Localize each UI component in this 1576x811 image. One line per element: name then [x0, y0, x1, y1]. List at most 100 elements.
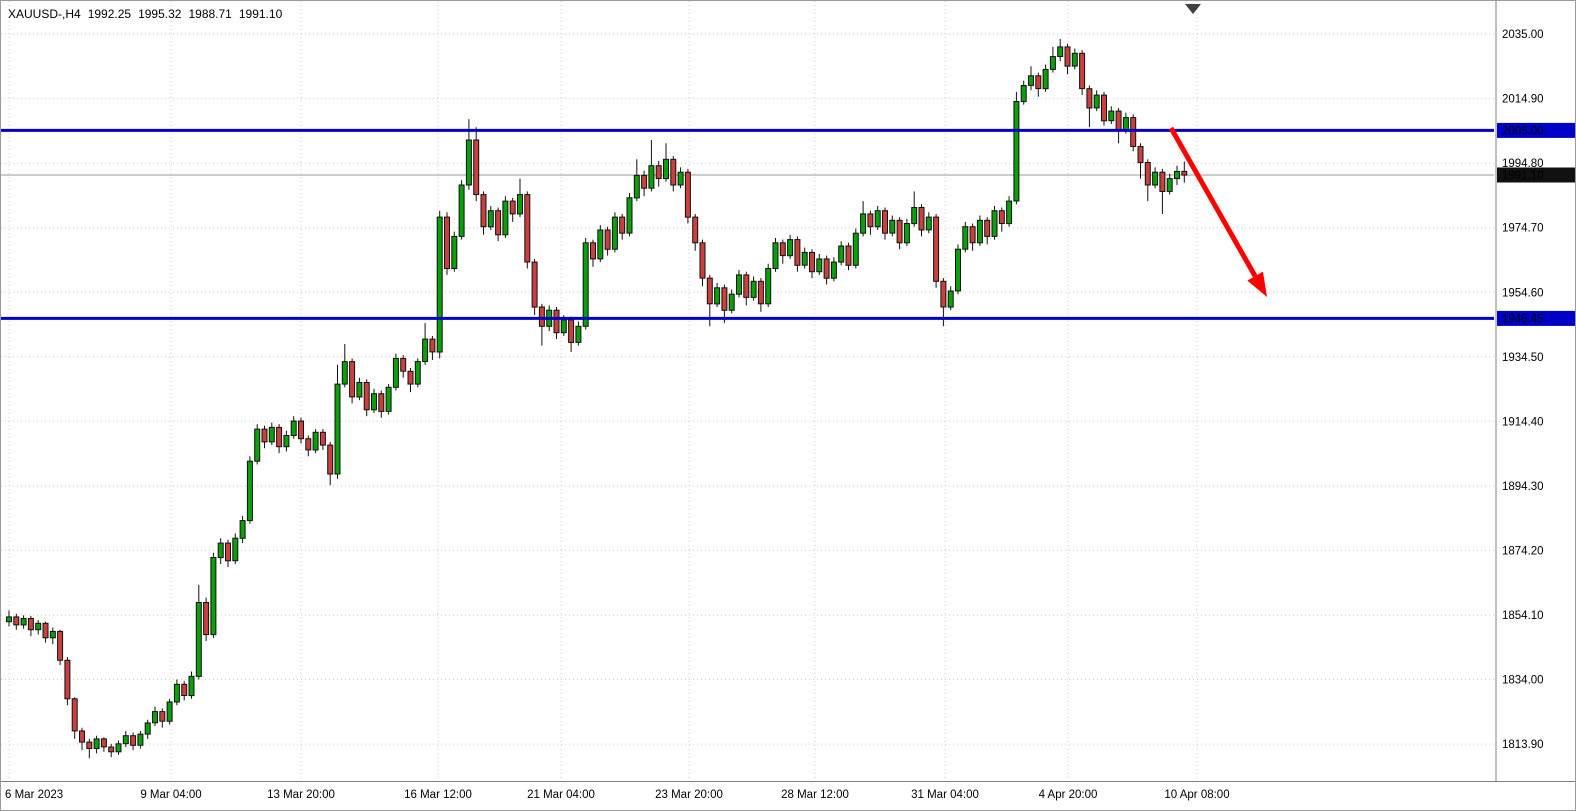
bull-candle	[392, 357, 399, 388]
price-tick-label: 1874.20	[1502, 545, 1544, 557]
bear-candle	[692, 216, 699, 244]
bull-candle	[801, 251, 808, 266]
bull-candle	[714, 287, 721, 305]
symbol-timeframe-label: XAUUSD-,H4	[8, 7, 81, 21]
bull-candle	[122, 735, 129, 745]
bear-candle	[42, 622, 49, 639]
bear-candle	[378, 393, 385, 412]
bear-candle	[100, 738, 107, 748]
trend-arrow[interactable]	[1168, 126, 1258, 278]
bear-candle	[1115, 110, 1122, 131]
current-price-badge	[1497, 167, 1575, 183]
bull-candle	[947, 290, 954, 308]
bull-candle	[903, 223, 910, 244]
bull-candle	[246, 460, 253, 522]
bull-candle	[239, 520, 246, 539]
bear-candle	[1181, 170, 1188, 176]
bear-candle	[130, 735, 137, 746]
bull-candle	[341, 361, 348, 385]
bull-candle	[188, 675, 195, 697]
bull-candle	[465, 139, 472, 186]
bear-candle	[1079, 52, 1086, 90]
bear-candle	[79, 730, 85, 743]
bull-candle	[1093, 94, 1100, 109]
price-tick-label: 1974.70	[1502, 223, 1544, 235]
bear-candle	[531, 261, 538, 308]
bear-candle	[882, 210, 888, 234]
bull-candle	[451, 235, 458, 269]
bear-candle	[743, 274, 750, 298]
bull-candle	[765, 268, 772, 305]
bear-candle	[699, 242, 706, 279]
bull-candle	[217, 542, 224, 559]
bear-candle	[984, 219, 991, 237]
bull-candle	[772, 242, 779, 270]
bear-candle	[363, 382, 370, 411]
bear-candle	[473, 139, 480, 196]
bull-candle	[597, 229, 604, 260]
bear-candle	[1035, 75, 1042, 90]
bull-candle	[889, 219, 896, 234]
bull-candle	[144, 722, 151, 735]
bear-candle	[225, 542, 231, 562]
price-tick-label: 1854.10	[1502, 610, 1544, 622]
bear-candle	[684, 171, 691, 218]
bear-candle	[845, 245, 852, 266]
price-tick-label: 1894.30	[1502, 481, 1544, 493]
bull-candle	[312, 431, 319, 451]
bull-candle	[166, 701, 173, 722]
bull-candle	[385, 386, 392, 412]
bear-candle	[867, 213, 874, 228]
bear-candle	[779, 242, 786, 257]
bear-candle	[538, 306, 545, 327]
bull-candle	[210, 557, 217, 636]
bull-candle	[575, 325, 582, 343]
time-tick-label: 9 Mar 04:00	[140, 789, 201, 801]
bear-candle	[1064, 46, 1071, 67]
bull-candle	[787, 239, 794, 257]
bull-candle	[911, 207, 918, 225]
price-tick-label: 2035.00	[1502, 29, 1544, 41]
bull-candle	[268, 426, 275, 443]
bull-candle	[1049, 56, 1056, 70]
bear-candle	[327, 444, 334, 475]
time-axis[interactable]: 6 Mar 2023 9 Mar 04:00 13 Mar 20:00 16 Mar …	[5, 789, 1230, 801]
bear-candle	[933, 216, 940, 282]
bull-candle	[925, 216, 932, 231]
bull-candle	[816, 258, 823, 273]
bear-candle	[1130, 117, 1137, 147]
bull-candle	[728, 293, 735, 311]
price-axis[interactable]: 2035.00 2014.90 1994.80 1974.70 1954.60 1934.…	[1497, 29, 1576, 751]
symbol-ohlc-header: XAUUSD-,H4 1992.25 1995.32 1988.71 1991.10	[8, 7, 289, 21]
bull-candle	[93, 738, 100, 750]
resistance-line-badge-label: 2005.00	[1502, 125, 1544, 137]
bull-candle	[290, 420, 297, 436]
bear-candle	[57, 630, 64, 661]
bull-candle	[1152, 171, 1159, 186]
bull-candle	[254, 428, 261, 462]
resistance-line-badge	[1497, 122, 1575, 138]
chart-shift-marker[interactable]	[1185, 4, 1201, 14]
bear-candle	[429, 338, 436, 353]
price-tick-label: 1934.50	[1502, 352, 1544, 364]
bull-candle	[137, 733, 144, 746]
bear-candle	[896, 219, 903, 244]
bull-candle	[1174, 170, 1180, 180]
bear-candle	[823, 258, 830, 279]
bear-candle	[940, 280, 947, 308]
bear-candle	[670, 158, 677, 186]
bear-candle	[568, 319, 575, 343]
candles-layer[interactable]	[6, 38, 1188, 759]
bear-candle	[181, 683, 188, 696]
bear-candle	[1086, 88, 1093, 109]
bull-candle	[487, 210, 494, 228]
bull-candle	[49, 630, 56, 639]
bear-candle	[480, 194, 487, 228]
bear-candle	[721, 287, 728, 311]
bull-candle	[422, 338, 429, 363]
bear-candle	[407, 370, 414, 385]
bull-candle	[1071, 52, 1078, 67]
ohlc-low-value: 1988.71	[188, 7, 232, 21]
